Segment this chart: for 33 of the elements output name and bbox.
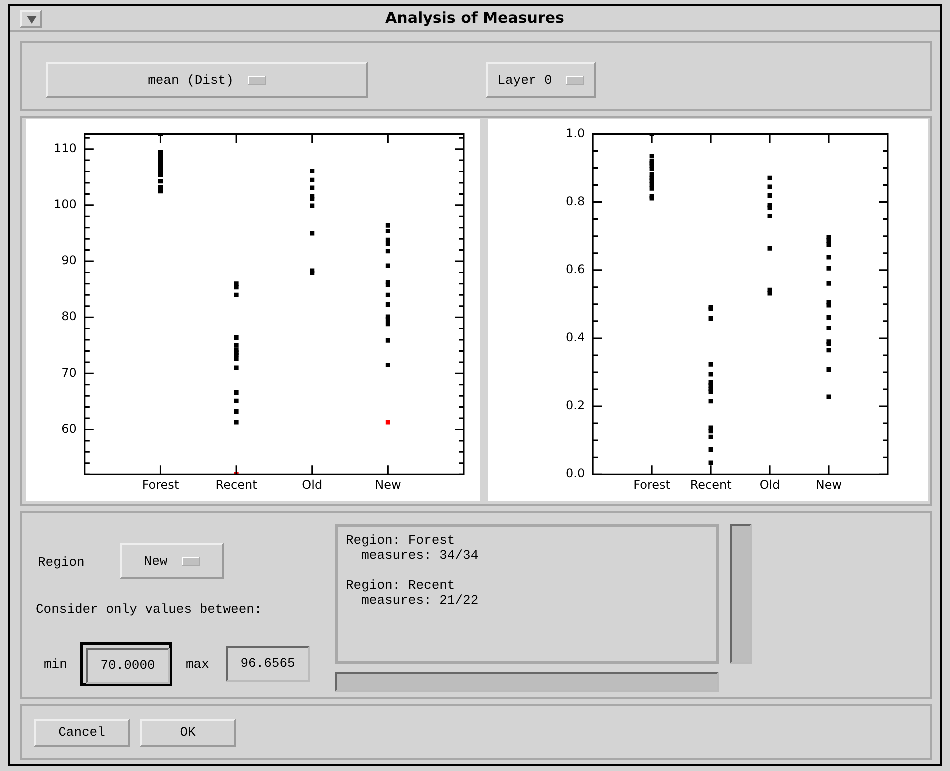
text: mean (Dist) <box>148 72 234 88</box>
text: Region <box>38 555 85 570</box>
y-tick-label: 0.8 <box>566 194 586 208</box>
y-tick-label: 1.0 <box>566 126 586 140</box>
text: New <box>144 554 168 568</box>
y-tick-label: 80 <box>62 310 77 324</box>
y-tick-label: 0.2 <box>566 398 586 413</box>
x-tick-label: Forest <box>634 478 671 492</box>
x-tick-label: Old <box>760 478 780 492</box>
y-tick-label: 110 <box>54 141 77 156</box>
text: Cancel <box>34 719 130 747</box>
x-tick-label: New <box>375 478 402 492</box>
text: Analysis of Measures <box>384 9 566 27</box>
y-tick-label: 0.0 <box>566 466 586 481</box>
x-tick-label: Old <box>302 478 323 492</box>
y-tick-label: 0.6 <box>566 262 586 276</box>
x-tick-label: Recent <box>216 478 258 492</box>
text: max <box>186 657 210 672</box>
text: 70.0000 <box>86 648 170 684</box>
text: Region: Forest measures: 34/34 Region: Recent measures: 21/22 <box>346 533 480 608</box>
text: OK <box>140 719 236 747</box>
text: min <box>44 657 68 672</box>
x-tick-label: Forest <box>142 478 180 492</box>
y-tick-label: 70 <box>62 366 77 380</box>
x-tick-label: New <box>816 478 842 492</box>
y-tick-label: 0.4 <box>566 330 586 345</box>
y-tick-label: 100 <box>54 198 77 212</box>
text: Consider only values between: <box>36 602 262 617</box>
y-tick-label: 60 <box>62 422 77 436</box>
text: Layer 0 <box>498 72 552 88</box>
x-tick-label: Recent <box>690 478 732 492</box>
y-tick-label: 90 <box>62 254 77 268</box>
text: 96.6565 <box>226 646 310 682</box>
